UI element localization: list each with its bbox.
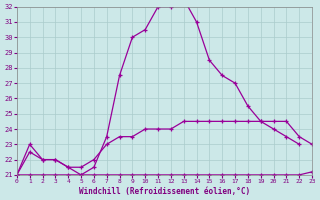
- X-axis label: Windchill (Refroidissement éolien,°C): Windchill (Refroidissement éolien,°C): [79, 187, 250, 196]
